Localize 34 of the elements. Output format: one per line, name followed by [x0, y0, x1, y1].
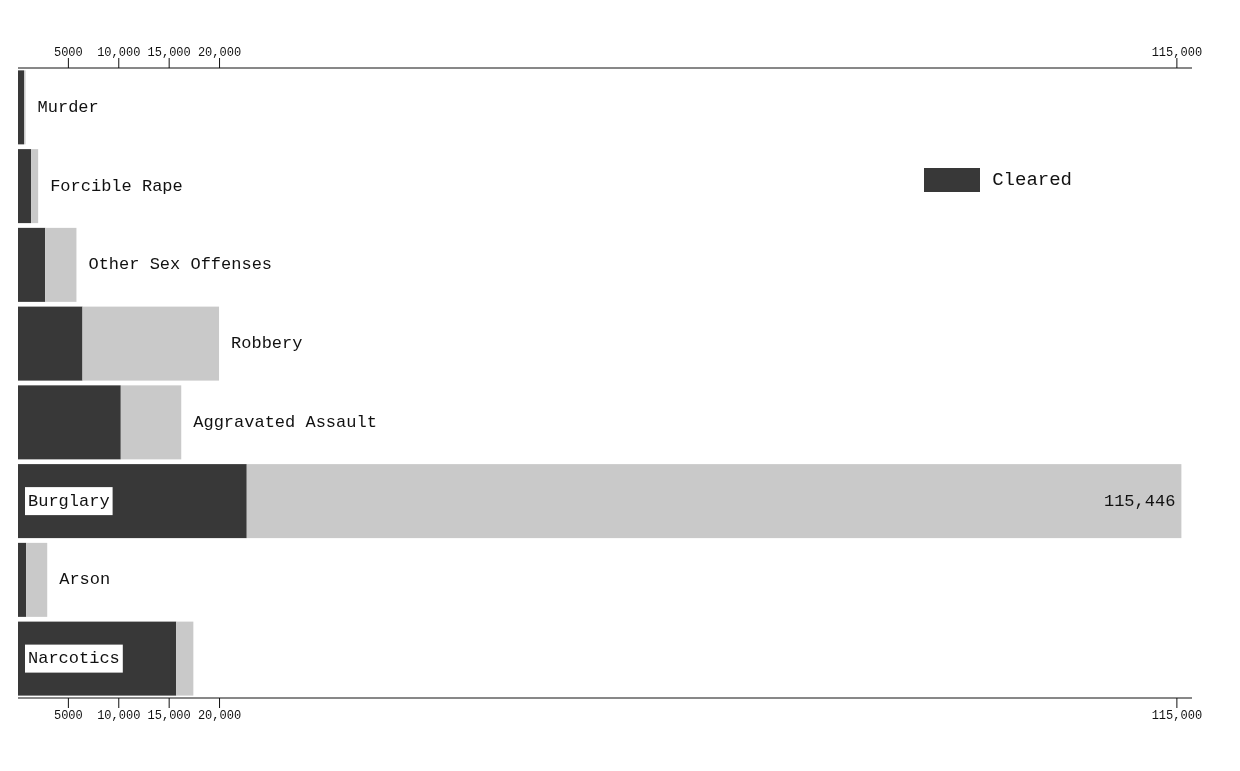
y-tick-label: Burglary	[28, 491, 110, 511]
bar	[45, 227, 77, 302]
bar	[18, 149, 32, 224]
bar	[26, 542, 48, 617]
x-tick-label: 5000	[53, 46, 83, 60]
x-tick-label: 115,000	[1151, 46, 1203, 60]
bar	[18, 306, 83, 381]
x2-tick-label: 10,000	[97, 708, 141, 723]
y-tick-label: Other Sex Offenses	[88, 255, 273, 275]
bar	[18, 464, 247, 539]
annotation: 115,446	[1103, 491, 1176, 511]
y-tick-label: Forcible Rape	[50, 176, 183, 196]
x2-tick-label: 115,000	[1151, 708, 1203, 723]
x-tick-label: 15,000	[147, 46, 191, 60]
x-tick-label: 10,000	[97, 46, 141, 60]
bar	[18, 70, 25, 145]
bar	[18, 385, 121, 460]
bar	[18, 227, 46, 302]
x-tick-label: 20,000	[197, 46, 242, 60]
x2-tick-label: 20,000	[197, 708, 242, 723]
bar	[18, 542, 27, 617]
y-tick-label: Arson	[59, 570, 111, 590]
y-tick-label: Robbery	[231, 334, 303, 354]
x2-tick-label: 5000	[53, 708, 83, 723]
y-tick-label: Murder	[37, 97, 99, 117]
bar	[246, 464, 1182, 539]
y-tick-label: Narcotics	[28, 649, 120, 669]
bar	[31, 149, 39, 224]
x2-tick-label: 15,000	[147, 708, 191, 723]
bar	[82, 306, 220, 381]
y-tick-label: Aggravated Assault	[193, 412, 377, 432]
bar	[176, 621, 194, 696]
legend-label: Cleared	[992, 169, 1072, 191]
bar	[120, 385, 182, 460]
